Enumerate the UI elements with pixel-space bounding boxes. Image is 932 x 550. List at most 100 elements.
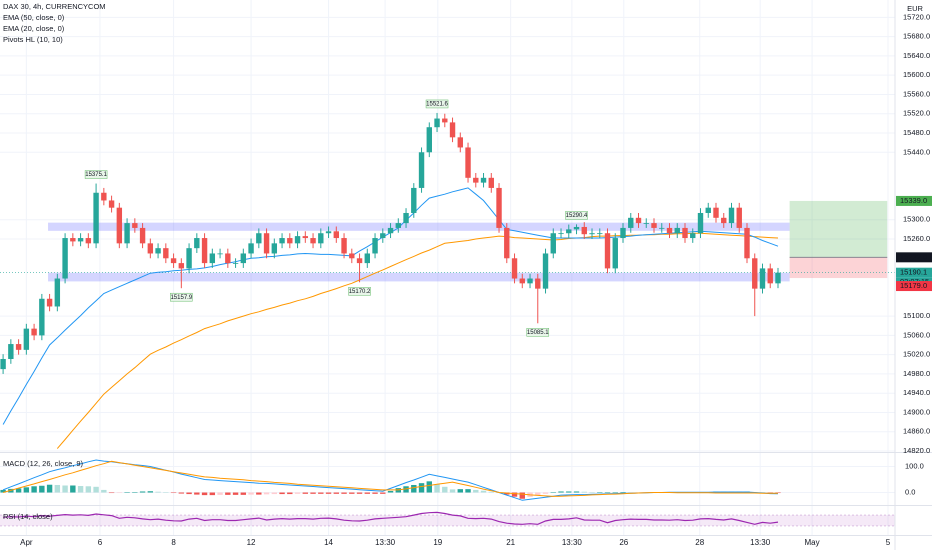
macd-histogram-bar (240, 492, 247, 495)
candle-body (403, 212, 409, 224)
macd-histogram-bar (248, 492, 254, 495)
macd-histogram-bar (449, 489, 456, 493)
macd-histogram-bar (139, 491, 146, 493)
macd-histogram-bar (511, 492, 518, 497)
candle-body (728, 207, 735, 224)
candle-body (77, 238, 84, 242)
pivot-label: 15170.2 (349, 289, 371, 295)
x-tick-label: 8 (171, 538, 176, 547)
candle-body (101, 192, 107, 201)
rsi-title: RSI (14, close) (3, 512, 53, 521)
x-tick-label: 6 (98, 538, 103, 547)
pivot-box (565, 211, 588, 220)
candle-body (178, 263, 185, 269)
pivot-label: 15085.1 (527, 330, 549, 336)
candle-body (736, 207, 742, 228)
macd-histogram-bar (46, 484, 53, 493)
candle-body (163, 248, 169, 259)
candle-body (697, 212, 704, 234)
pivot-box (170, 292, 193, 302)
candle-body (713, 207, 719, 218)
candle-body (349, 253, 355, 259)
candle-body (248, 243, 254, 254)
x-tick-label: Apr (20, 538, 33, 547)
macd-histogram-bar (318, 492, 324, 494)
price-badge-label: 15190.1 (900, 268, 927, 277)
zone (48, 272, 790, 282)
candle-body (356, 258, 363, 264)
macd-histogram-bar (54, 484, 61, 493)
y-tick-label: 15300.0 (903, 215, 930, 224)
macd-histogram-bar (77, 486, 84, 493)
candle-body (302, 236, 309, 239)
candle-body (147, 243, 154, 254)
price-badge (896, 267, 932, 278)
macd-histogram-bar (132, 492, 138, 493)
macd-histogram-bar (558, 491, 564, 493)
candle-body (651, 223, 657, 228)
macd-histogram-bar (186, 492, 192, 495)
x-tick-label: 19 (433, 538, 442, 547)
candle-body (23, 328, 30, 350)
candle-body (116, 207, 123, 244)
candle-body (465, 147, 471, 178)
candle-body (225, 253, 231, 264)
candle-body (411, 187, 417, 213)
candle-body (194, 238, 200, 249)
candle-body (31, 328, 37, 336)
macd-tick-label: 100.0 (905, 462, 924, 471)
candle-body (682, 227, 688, 239)
pivot-box (84, 170, 108, 179)
y-tick-label: 15680.0 (903, 32, 930, 41)
candle-body (39, 298, 45, 336)
macd-histogram-bar (108, 492, 115, 494)
macd-histogram-bar (411, 484, 417, 493)
macd-histogram-bar (70, 485, 76, 493)
candle-body (70, 238, 76, 242)
pivot-label: 15290.4 (566, 213, 588, 219)
macd-histogram-bar (442, 486, 448, 493)
rsi-line (3, 511, 779, 525)
macd-histogram-bar (519, 492, 525, 499)
candle-body (155, 248, 161, 254)
indicator-label: EMA (20, close, 0) (3, 24, 65, 33)
position-target (789, 200, 888, 258)
macd-histogram-bar (628, 492, 634, 494)
macd-histogram-bar (364, 492, 370, 494)
price-badge-label: 15222.0 (900, 252, 927, 261)
macd-histogram-bar (581, 491, 587, 493)
macd-histogram-bar (465, 489, 471, 493)
candle-body (721, 217, 727, 224)
macd-histogram-bar (767, 492, 773, 494)
macd-histogram-bar (62, 485, 68, 493)
y-tick-label: 15520.0 (903, 109, 930, 118)
candle-body (535, 278, 541, 289)
candle-body (690, 233, 696, 239)
candle-body (659, 227, 665, 229)
x-tick-label: 5 (886, 538, 891, 547)
macd-histogram-bar (349, 492, 355, 494)
y-tick-label: 14940.0 (903, 388, 930, 397)
candle-body (310, 238, 316, 244)
macd-title: MACD (12, 26, close, 9) (3, 459, 84, 468)
macd-histogram-bar (403, 486, 409, 493)
indicator-label: Pivots HL (10, 10) (3, 35, 63, 44)
candle-body (0, 358, 6, 370)
macd-histogram-bar (426, 481, 432, 493)
price-badge (896, 281, 932, 292)
y-tick-label: 14980.0 (903, 369, 930, 378)
x-tick-label: 21 (506, 538, 515, 547)
macd-histogram-bar (380, 492, 386, 494)
candle-body (550, 233, 556, 254)
candle-body (132, 223, 138, 228)
price-badge-label: 15339.0 (900, 196, 927, 205)
candle-body (387, 227, 394, 234)
x-tick-label: 14 (324, 538, 333, 547)
candle-body (581, 226, 587, 235)
macd-histogram-bar (23, 487, 30, 493)
y-tick-label: 15020.0 (903, 350, 930, 359)
macd-histogram-bar (387, 490, 394, 493)
candle-body (442, 118, 448, 123)
candle-body (201, 238, 208, 264)
